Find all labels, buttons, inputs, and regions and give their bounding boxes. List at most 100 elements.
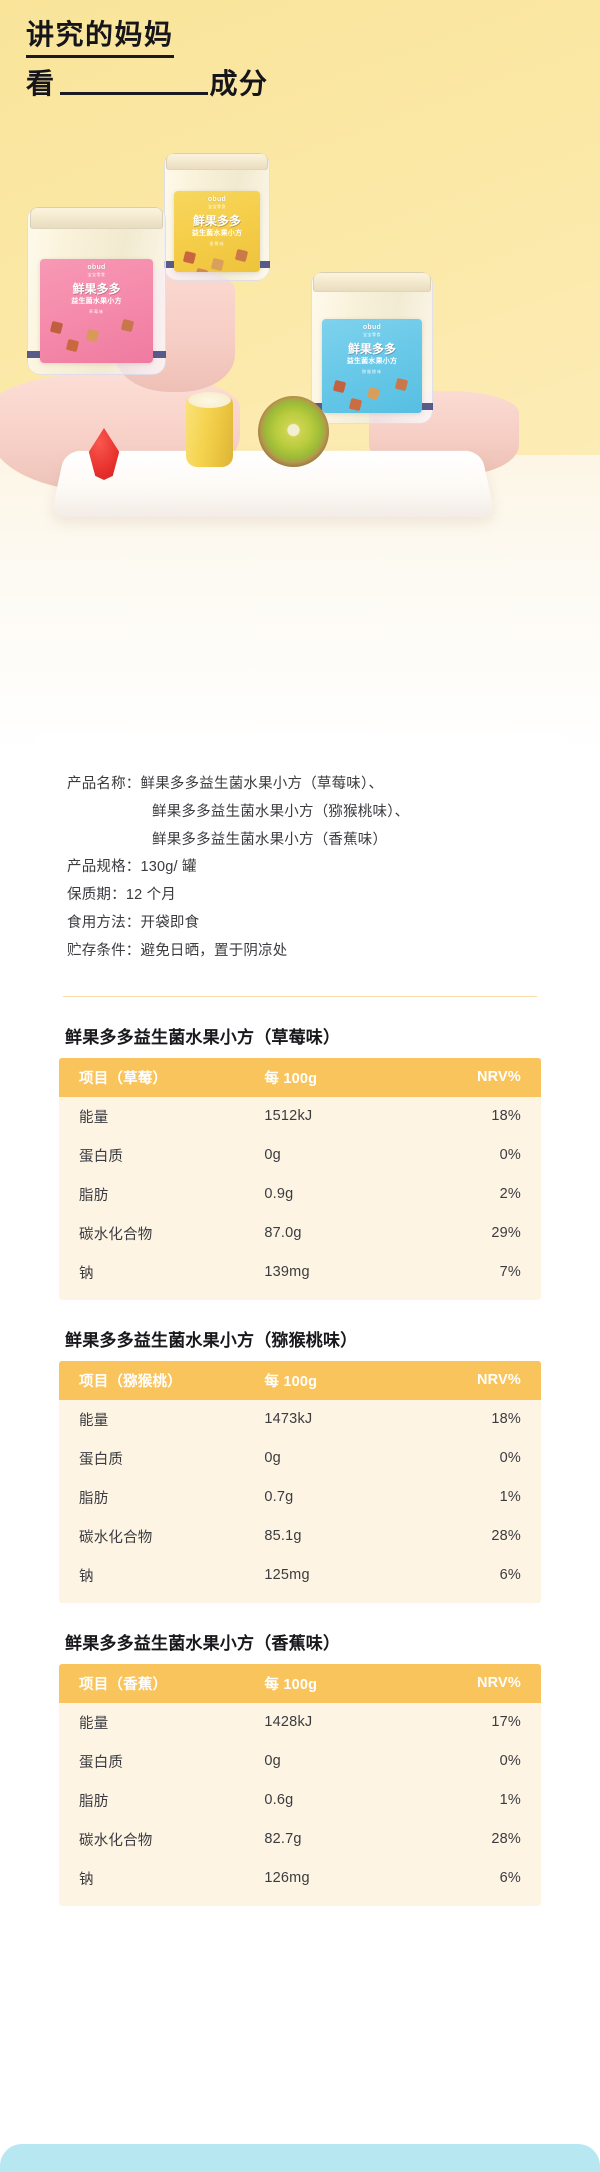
label-flavor: 香蕉味: [209, 241, 225, 247]
cell-item: 钠: [79, 1871, 94, 1888]
product-jar-kiwi: obud 宝宝零食 鲜果多多 益生菌水果小方 猕猴桃味: [311, 272, 433, 424]
product-jar-banana: obud 宝宝零食 鲜果多多 益生菌水果小方 香蕉味: [164, 153, 270, 281]
label-title: 鲜果多多: [72, 282, 121, 297]
product-spec-list: 产品名称： 鲜果多多益生菌水果小方（草莓味）、 鲜果多多益生菌水果小方（猕猴桃味…: [67, 771, 541, 966]
spec-label-storage: 贮存条件：: [67, 942, 141, 959]
cell-nrv: 1%: [499, 1792, 521, 1809]
brand-subtitle: 宝宝零食: [87, 272, 106, 278]
label-subtitle: 益生菌水果小方: [346, 358, 398, 366]
cell-nrv: 29%: [491, 1225, 521, 1242]
table-row: 能量 1428kJ 17%: [59, 1703, 541, 1742]
cell-per100g: 82.7g: [264, 1831, 302, 1848]
cell-nrv: 6%: [499, 1870, 521, 1887]
label-title: 鲜果多多: [192, 214, 241, 229]
page-title-blank-underline: [59, 92, 208, 96]
nutrition-tables-section: 鲜果多多益生菌水果小方（草莓味） 项目（草莓）每 100g NRV% 能量 1512kJ…: [59, 1023, 541, 1906]
spec-row-shelf-life: 保质期： 12 个月: [67, 882, 541, 910]
spec-value-size: 130g/ 罐: [140, 859, 197, 876]
hero-banner: obud 宝宝零食 鲜果多多 益生菌水果小方 香蕉味 obud 宝宝零食: [0, 0, 600, 745]
jar-label-strawberry: obud 宝宝零食 鲜果多多 益生菌水果小方 草莓味: [39, 259, 154, 364]
cell-nrv: 1%: [499, 1489, 521, 1506]
cell-item: 能量: [79, 1412, 109, 1429]
cell-item: 脂肪: [79, 1793, 109, 1810]
cell-item: 蛋白质: [79, 1148, 124, 1165]
column-header-per100g: 每 100g: [264, 1663, 407, 1703]
table-row: 钠 139mg 7%: [59, 1253, 541, 1300]
banana-fruit-icon: [186, 392, 233, 467]
cell-item: 蛋白质: [79, 1451, 124, 1468]
table-row: 脂肪 0.6g 1%: [59, 1781, 541, 1820]
nutrition-block: 鲜果多多益生菌水果小方（猕猴桃味） 项目（猕猴桃）每 100g NRV% 能量 1473…: [59, 1326, 541, 1603]
cell-item: 能量: [79, 1715, 109, 1732]
brand-subtitle: 宝宝零食: [362, 332, 381, 338]
table-row: 钠 125mg 6%: [59, 1556, 541, 1603]
nutrition-table: 项目（草莓）每 100g NRV% 能量 1512kJ 18% 蛋白质 0g 0% 脂肪 0.9g…: [59, 1057, 541, 1300]
nutrition-block: 鲜果多多益生菌水果小方（草莓味） 项目（草莓）每 100g NRV% 能量 1512kJ…: [59, 1023, 541, 1300]
cell-per100g: 0.9g: [264, 1186, 294, 1203]
spec-label-usage: 食用方法：: [67, 915, 141, 932]
page-title: 讲究的妈妈 看 成分: [26, 18, 269, 101]
spec-row-name: 产品名称： 鲜果多多益生菌水果小方（草莓味）、: [67, 771, 541, 799]
column-header-nrv: NRV%: [406, 1360, 541, 1400]
cell-per100g: 1473kJ: [264, 1411, 313, 1428]
cell-per100g: 0.6g: [264, 1792, 294, 1809]
table-row: 蛋白质 0g 0%: [59, 1439, 541, 1478]
cell-per100g: 1512kJ: [264, 1108, 313, 1125]
cell-nrv: 7%: [499, 1264, 521, 1281]
spec-value-storage: 避免日晒，置于阴凉处: [140, 942, 288, 959]
spec-row-size: 产品规格： 130g/ 罐: [67, 854, 541, 882]
spec-value-name-line1: 鲜果多多益生菌水果小方（草莓味）、: [140, 776, 384, 792]
cell-per100g: 125mg: [264, 1567, 310, 1584]
cell-item: 钠: [79, 1265, 94, 1282]
nutrition-block: 鲜果多多益生菌水果小方（香蕉味） 项目（香蕉）每 100g NRV% 能量 1428kJ…: [59, 1629, 541, 1906]
label-subtitle: 益生菌水果小方: [71, 298, 122, 306]
column-header-nrv: NRV%: [406, 1057, 541, 1097]
cell-nrv: 28%: [491, 1528, 521, 1545]
page-title-line1: 讲究的妈妈: [26, 18, 174, 59]
nutrition-table: 项目（猕猴桃）每 100g NRV% 能量 1473kJ 18% 蛋白质 0g 0% 脂肪 0.7…: [59, 1360, 541, 1603]
page-title-line2-suffix: 成分: [209, 68, 269, 100]
spec-value-name-line3: 鲜果多多益生菌水果小方（香蕉味）: [152, 831, 388, 848]
brand-name: obud: [362, 324, 382, 332]
cell-per100g: 0g: [264, 1450, 281, 1467]
cell-per100g: 87.0g: [264, 1225, 302, 1242]
product-jar-strawberry: obud 宝宝零食 鲜果多多 益生菌水果小方 草莓味: [27, 207, 166, 375]
spec-label-size: 产品规格：: [67, 859, 141, 876]
cell-per100g: 1428kJ: [264, 1714, 313, 1731]
jar-lid: [166, 153, 268, 170]
table-row: 碳水化合物 85.1g 28%: [59, 1517, 541, 1556]
cell-item: 脂肪: [79, 1490, 109, 1507]
cell-per100g: 0.7g: [264, 1489, 294, 1506]
cell-item: 能量: [79, 1109, 109, 1126]
table-row: 碳水化合物 82.7g 28%: [59, 1820, 541, 1859]
cell-nrv: 17%: [491, 1714, 521, 1731]
spec-row-storage: 贮存条件： 避免日晒，置于阴凉处: [67, 938, 541, 966]
cell-item: 碳水化合物: [79, 1226, 153, 1243]
cell-item: 碳水化合物: [79, 1529, 153, 1546]
spec-value-shelf-life: 12 个月: [125, 887, 176, 904]
cell-nrv: 6%: [499, 1567, 521, 1584]
table-row: 能量 1512kJ 18%: [59, 1097, 541, 1136]
spec-label-name: 产品名称：: [67, 776, 141, 792]
table-header-row: 项目（草莓）每 100g NRV%: [59, 1057, 541, 1097]
nutrition-table-title: 鲜果多多益生菌水果小方（香蕉味）: [65, 1633, 341, 1653]
cell-nrv: 18%: [491, 1108, 521, 1125]
table-row: 蛋白质 0g 0%: [59, 1136, 541, 1175]
cell-item: 脂肪: [79, 1187, 109, 1204]
table-row: 钠 126mg 6%: [59, 1859, 541, 1906]
column-header-item: 项目（猕猴桃）: [59, 1360, 265, 1400]
label-subtitle: 益生菌水果小方: [191, 230, 243, 238]
cell-nrv: 0%: [499, 1450, 521, 1467]
section-divider: [63, 995, 537, 997]
table-header-row: 项目（猕猴桃）每 100g NRV%: [59, 1360, 541, 1400]
table-row: 脂肪 0.7g 1%: [59, 1478, 541, 1517]
jar-lid: [313, 272, 431, 292]
label-flavor: 猕猴桃味: [361, 369, 382, 375]
cell-nrv: 0%: [499, 1147, 521, 1164]
spec-value-name-line2: 鲜果多多益生菌水果小方（猕猴桃味）、: [152, 803, 410, 820]
cell-nrv: 2%: [499, 1186, 521, 1203]
column-header-per100g: 每 100g: [264, 1360, 407, 1400]
label-flavor: 草莓味: [88, 309, 104, 315]
cell-item: 蛋白质: [79, 1754, 124, 1771]
